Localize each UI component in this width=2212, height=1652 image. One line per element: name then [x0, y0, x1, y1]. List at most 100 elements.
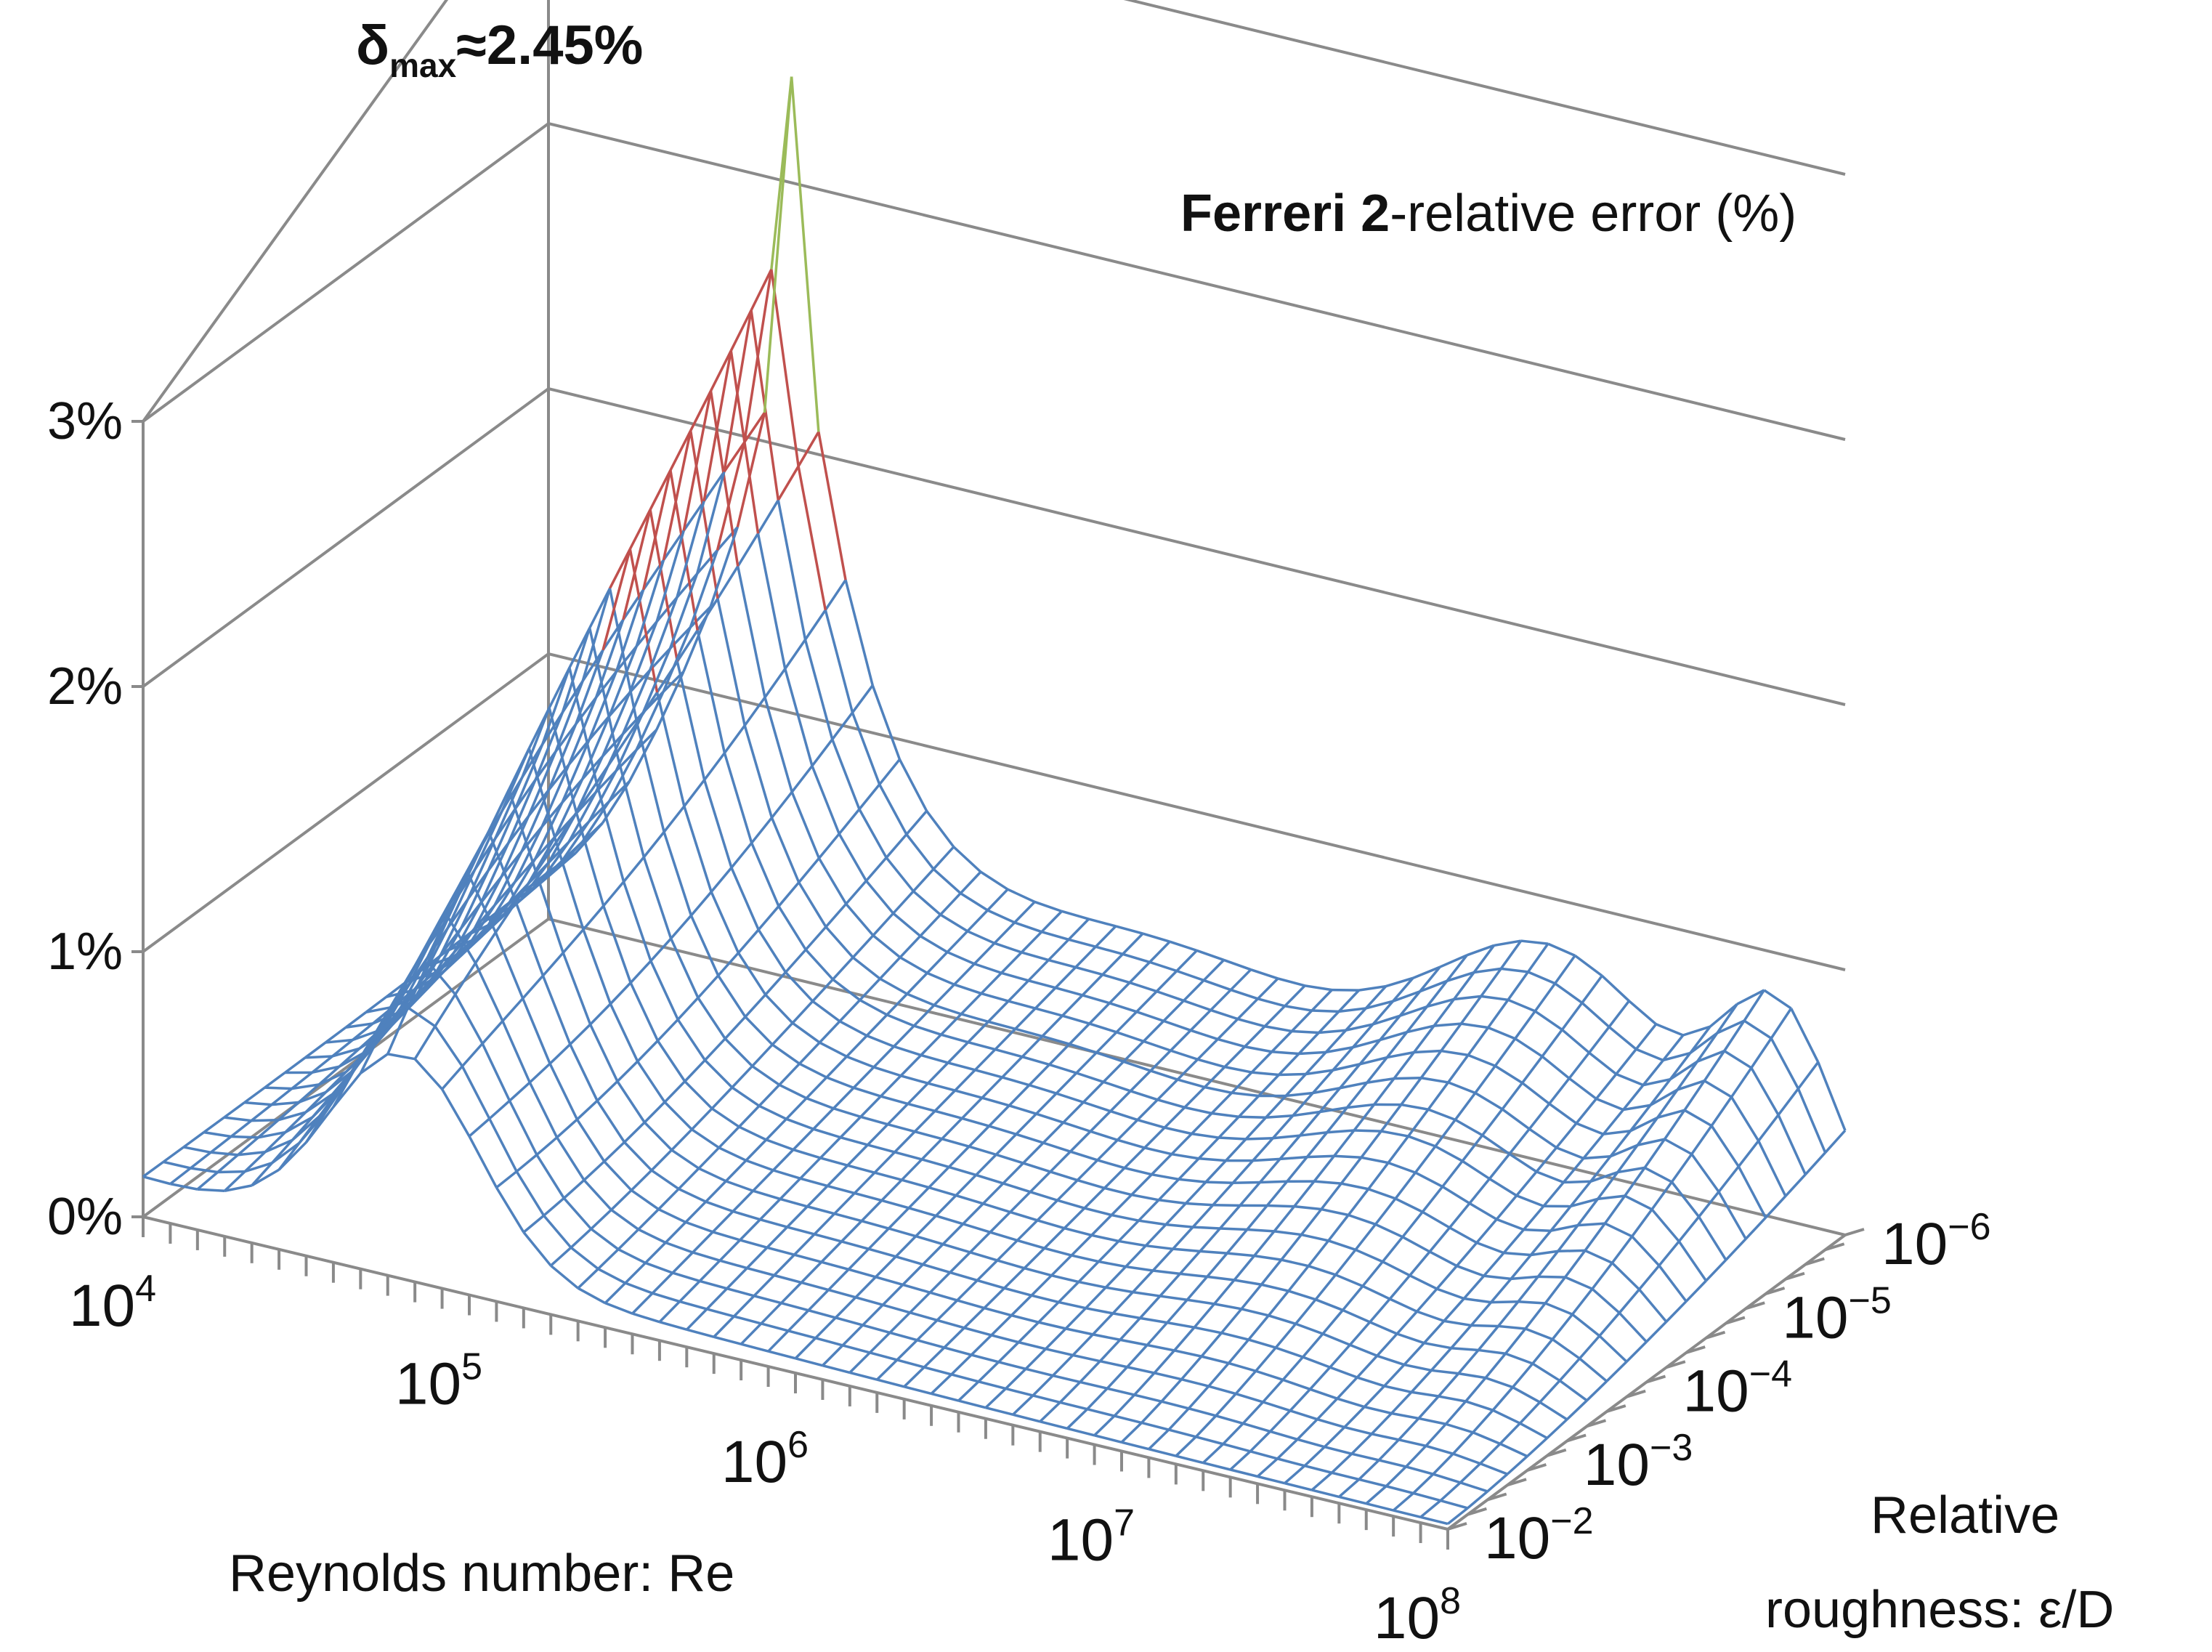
mesh-line	[973, 942, 996, 965]
mesh-line	[1479, 1443, 1502, 1465]
mesh-line	[1059, 1401, 1088, 1411]
mesh-line	[1551, 1313, 1573, 1340]
mesh-line	[224, 1116, 252, 1122]
mesh-line	[1050, 1254, 1073, 1276]
y-tick-mark	[1606, 1404, 1626, 1413]
mesh-line	[1575, 1098, 1597, 1125]
mesh-line	[311, 1055, 333, 1074]
mesh-line	[1086, 1388, 1109, 1410]
mesh-line	[1361, 1260, 1384, 1287]
mesh-line	[980, 870, 1009, 891]
mesh-line	[1183, 1086, 1206, 1109]
mesh-line	[1133, 1372, 1156, 1396]
mesh-line	[1104, 1186, 1133, 1197]
y-tick-mark	[1566, 1433, 1587, 1443]
mesh-line	[251, 1168, 280, 1187]
mesh-line	[705, 1180, 727, 1203]
mesh-line	[1546, 1418, 1568, 1439]
mesh-line	[1469, 1202, 1498, 1220]
mesh-line	[859, 1095, 882, 1118]
mesh-line	[1634, 1023, 1658, 1050]
mesh-line	[1650, 1208, 1680, 1242]
mesh-line	[1078, 1280, 1106, 1289]
mesh-line	[628, 621, 658, 694]
mesh-line	[1576, 1198, 1599, 1226]
mesh-line	[1457, 1349, 1480, 1374]
mesh-line	[1577, 1222, 1605, 1227]
mesh-line	[1048, 1043, 1071, 1066]
mesh-line	[896, 1339, 918, 1361]
mesh-line	[644, 1121, 673, 1151]
mesh-line	[997, 1341, 1020, 1364]
mesh-line	[1111, 1291, 1134, 1315]
mesh-line	[1625, 1340, 1648, 1363]
mesh-line	[1005, 1387, 1034, 1397]
mesh-line	[1020, 931, 1043, 954]
mesh-line	[839, 1020, 868, 1037]
mesh-line	[352, 1022, 374, 1041]
mesh-line	[1292, 1110, 1321, 1117]
mesh-line	[567, 697, 598, 765]
mesh-line	[1228, 1361, 1257, 1372]
mesh-line	[1611, 1262, 1640, 1291]
mesh-line	[716, 526, 739, 551]
mesh-line	[251, 1162, 273, 1187]
mesh-line	[1597, 1194, 1625, 1201]
mesh-line	[1099, 1359, 1128, 1369]
mesh-line	[1102, 973, 1130, 984]
mesh-line	[861, 1220, 889, 1230]
x-tick-label: 105	[395, 1346, 482, 1417]
mesh-line	[1340, 1081, 1368, 1090]
mesh-line	[1270, 1430, 1298, 1441]
mesh-line	[1032, 1374, 1054, 1397]
mesh-line	[1705, 1259, 1727, 1282]
mesh-line	[474, 810, 503, 870]
mesh-line	[670, 938, 700, 999]
mesh-line	[649, 960, 679, 1021]
mesh-line	[1175, 950, 1198, 972]
mesh-line	[882, 1284, 904, 1306]
mesh-line	[622, 588, 645, 621]
mesh-line	[976, 1279, 1005, 1289]
mesh-line	[791, 1021, 821, 1044]
mesh-line	[617, 1248, 647, 1264]
mesh-line	[838, 833, 867, 882]
mesh-line	[1090, 1130, 1118, 1141]
mesh-line	[985, 1406, 1013, 1416]
mesh-line	[1770, 1008, 1793, 1040]
mesh-line	[641, 469, 672, 591]
mesh-line	[1247, 1314, 1270, 1341]
mesh-line	[1069, 1130, 1092, 1153]
mesh-line	[554, 778, 584, 838]
mesh-line	[1324, 1029, 1348, 1053]
mesh-line	[631, 1312, 660, 1324]
mesh-line	[656, 1040, 686, 1082]
mesh-line	[453, 936, 482, 958]
mesh-line	[1204, 1159, 1227, 1183]
mesh-line	[1148, 1448, 1177, 1457]
mesh-line	[988, 1104, 1010, 1127]
mesh-line	[887, 1123, 915, 1133]
mesh-line	[663, 831, 693, 916]
mesh-line	[955, 1089, 983, 1099]
y-tick-mark	[1785, 1271, 1805, 1281]
mesh-line	[712, 1231, 741, 1242]
mesh-line	[1271, 1050, 1300, 1056]
mesh-line	[926, 971, 955, 986]
mesh-line	[1379, 1015, 1401, 1041]
mesh-line	[1629, 1116, 1658, 1133]
mesh-line	[325, 1026, 347, 1044]
mesh-line	[1271, 1030, 1293, 1053]
mesh-line	[501, 748, 530, 812]
mesh-line	[1690, 1125, 1713, 1155]
mesh-line	[1210, 989, 1232, 1011]
mesh-line	[940, 1013, 963, 1036]
mesh-line	[1703, 1050, 1726, 1082]
mesh-line	[892, 912, 921, 937]
mesh-line	[562, 928, 585, 954]
z-tick-label: 3%	[47, 392, 123, 450]
mesh-line	[984, 1388, 1007, 1409]
mesh-line	[441, 1088, 471, 1137]
mesh-line	[785, 949, 807, 973]
mesh-line	[1316, 1397, 1339, 1420]
